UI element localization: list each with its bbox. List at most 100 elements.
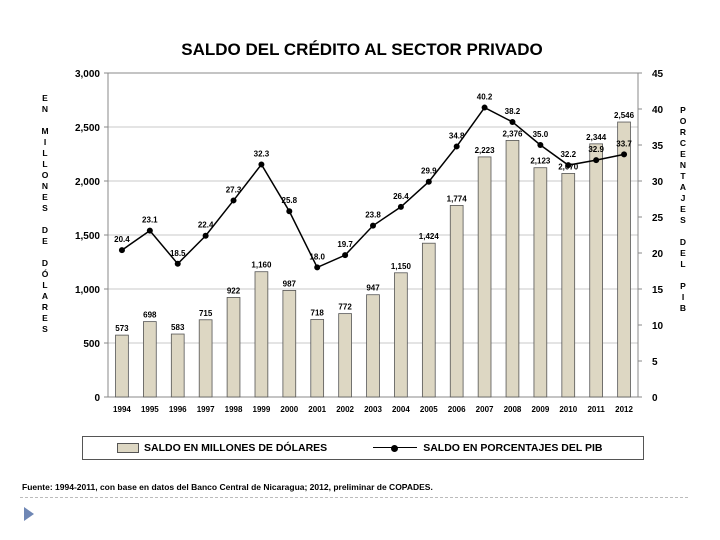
line-value-label: 20.4	[114, 235, 130, 244]
bar	[254, 271, 269, 398]
line-series: 20.4 23.1 18.5 22.4 27.3 32.3 25.8 18.0 19.7 23.8…	[114, 93, 632, 271]
line-point	[174, 260, 181, 267]
bar-value-label: 2,223	[475, 146, 496, 155]
x-axis: 1994 1995 1996 1997 1998 1999 2000 2001 2002 2003…	[113, 405, 633, 414]
legend-item-line: SALDO EN PORCENTAJES DEL PIB	[373, 442, 603, 454]
x-tick-label: 2003	[364, 405, 382, 414]
line-point	[565, 162, 572, 169]
bar	[617, 121, 631, 398]
right-tick-label: 35	[652, 141, 664, 152]
bar	[561, 173, 576, 398]
chart-title: SALDO DEL CRÉDITO AL SECTOR PRIVADO	[181, 40, 542, 59]
line-value-label: 23.8	[365, 211, 381, 220]
bar-value-label: 718	[311, 308, 325, 317]
line-value-label: 29.9	[421, 167, 437, 176]
left-axis: 0 500 1,000 1,500 2,000 2,500 3,000	[75, 69, 108, 404]
left-tick-label: 3,000	[75, 69, 100, 80]
legend: SALDO EN MILLONES DE DÓLARES SALDO EN PO…	[82, 436, 644, 460]
legend-line-swatch	[373, 444, 418, 452]
bar	[115, 334, 129, 398]
right-tick-label: 15	[652, 285, 664, 296]
line-value-label: 33.7	[616, 139, 632, 148]
line-point	[425, 178, 432, 185]
line-point	[537, 142, 544, 148]
bar-value-label: 698	[143, 311, 157, 320]
bar-value-label: 2,123	[530, 157, 551, 166]
x-tick-label: 2007	[476, 405, 494, 414]
x-tick-label: 1997	[197, 405, 215, 414]
left-tick-label: 2,000	[75, 177, 100, 188]
bar	[449, 205, 464, 398]
footer-divider	[20, 497, 688, 498]
bar	[338, 313, 352, 398]
bar-value-label: 772	[338, 303, 352, 312]
bar-value-label: 922	[227, 286, 241, 295]
bar-value-label: 583	[171, 323, 185, 332]
line-value-label: 23.1	[142, 216, 158, 225]
bar	[310, 319, 325, 398]
line-value-label: 32.3	[254, 149, 270, 158]
line-value-label: 19.7	[337, 240, 353, 249]
bar-value-label: 947	[366, 284, 380, 293]
x-tick-label: 2001	[308, 405, 326, 414]
bar	[533, 167, 548, 398]
right-axis: 0 5 10 15 20 25 30 35 40 45	[638, 69, 664, 404]
line-point	[230, 197, 237, 204]
left-tick-label: 0	[94, 393, 100, 404]
bar-value-label: 2,546	[614, 111, 635, 120]
legend-item-bars: SALDO EN MILLONES DE DÓLARES	[117, 442, 327, 454]
bar	[282, 290, 297, 398]
bar-value-label: 715	[199, 309, 213, 318]
x-tick-label: 2012	[615, 405, 633, 414]
bar	[477, 156, 492, 398]
bar	[505, 139, 520, 398]
line-value-label: 18.0	[309, 252, 325, 261]
line-point	[481, 104, 488, 111]
x-tick-label: 2004	[392, 405, 410, 414]
line-point	[258, 161, 265, 168]
right-tick-label: 25	[652, 213, 664, 224]
line-value-label: 32.2	[560, 150, 576, 159]
bar-value-label: 1,774	[447, 194, 468, 203]
bar	[226, 297, 241, 398]
line-value-label: 38.2	[505, 107, 521, 116]
line-value-label: 32.9	[588, 145, 604, 154]
legend-line-label: SALDO EN PORCENTAJES DEL PIB	[423, 442, 603, 454]
line-value-label: 22.4	[198, 221, 214, 230]
line-value-label: 26.4	[393, 192, 409, 201]
line-point	[397, 203, 404, 210]
x-tick-label: 1995	[141, 405, 159, 414]
x-tick-label: 1994	[113, 405, 131, 414]
right-tick-label: 0	[652, 393, 658, 404]
legend-bar-label: SALDO EN MILLONES DE DÓLARES	[144, 442, 328, 454]
right-tick-label: 30	[652, 177, 664, 188]
bar-value-label: 2,376	[502, 129, 523, 138]
next-slide-arrow-icon[interactable]	[24, 507, 34, 521]
left-tick-label: 1,500	[75, 231, 100, 242]
bar	[170, 333, 185, 398]
left-tick-label: 500	[83, 339, 100, 350]
line-point	[593, 157, 600, 164]
bar-series: 573 698 583 715 922 1,160 987 718 772 947 1,150 1,4…	[115, 111, 635, 398]
line-point	[342, 252, 349, 259]
bar-value-label: 987	[283, 279, 297, 288]
left-tick-label: 1,000	[75, 285, 100, 296]
line-point	[621, 151, 628, 158]
line-value-label: 40.2	[477, 93, 493, 102]
right-tick-label: 40	[652, 105, 664, 116]
bar-value-label: 1,160	[251, 261, 272, 270]
legend-bar-swatch	[117, 443, 139, 453]
right-tick-label: 10	[652, 321, 664, 332]
x-tick-label: 1996	[169, 405, 187, 414]
line-value-label: 27.3	[226, 185, 242, 194]
series-line	[121, 106, 625, 269]
x-tick-label: 2009	[531, 405, 549, 414]
bar	[366, 294, 380, 398]
line-value-label: 25.8	[282, 196, 298, 205]
x-tick-label: 1999	[253, 405, 271, 414]
right-tick-label: 5	[652, 357, 658, 368]
line-value-label: 18.5	[170, 249, 186, 258]
line-point	[146, 227, 153, 234]
